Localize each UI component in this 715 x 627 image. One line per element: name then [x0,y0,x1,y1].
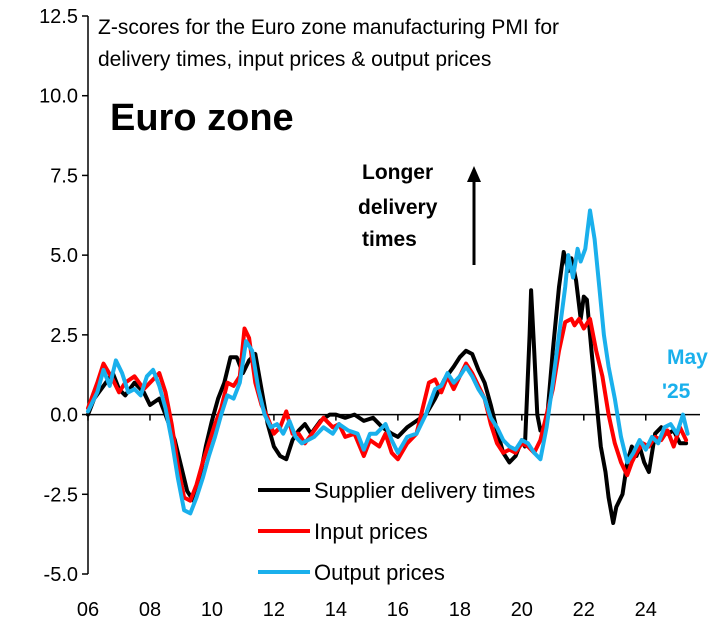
annotation-line-1: Longer [362,161,433,184]
x-tick-label: 24 [635,599,657,621]
x-tick-label: 20 [511,599,533,621]
y-tick-label: 0.0 [50,405,78,427]
y-tick-label: 5.0 [50,245,78,267]
x-tick-label: 06 [77,599,99,621]
up-arrow-icon [467,166,481,265]
legend-label-output: Output prices [314,560,445,585]
x-tick-label: 22 [573,599,595,621]
y-tick-label: 12.5 [39,6,78,28]
chart-title-line-1: Z-scores for the Euro zone manufacturing… [98,16,559,39]
legend: Supplier delivery times Input prices Out… [258,478,535,585]
end-label-year: '25 [662,380,691,403]
y-axis: 12.5 10.0 7.5 5.0 2.5 0.0 -2.5 -5.0 [39,6,89,586]
y-tick-label: 7.5 [50,165,78,187]
chart-title-line-2: delivery times, input prices & output pr… [98,48,491,71]
x-tick-label: 10 [201,599,223,621]
y-tick-label: 10.0 [39,86,78,108]
annotation-line-2: delivery [358,196,438,219]
legend-label-delivery: Supplier delivery times [314,478,535,503]
x-tick-label: 18 [449,599,471,621]
series-lines [86,208,690,525]
y-tick-label: 2.5 [50,325,78,347]
x-tick-label: 08 [139,599,161,621]
y-tick-label: -5.0 [44,564,78,586]
series-line-2 [86,208,690,516]
y-tick-label: -2.5 [44,484,78,506]
end-label-month: May [667,346,708,369]
annotation-line-3: times [362,228,417,251]
legend-label-input: Input prices [314,519,428,544]
x-tick-label: 12 [263,599,285,621]
x-tick-label: 16 [387,599,409,621]
panel-label: Euro zone [110,97,294,139]
series-line-1 [86,316,689,503]
x-tick-label: 14 [325,599,347,621]
